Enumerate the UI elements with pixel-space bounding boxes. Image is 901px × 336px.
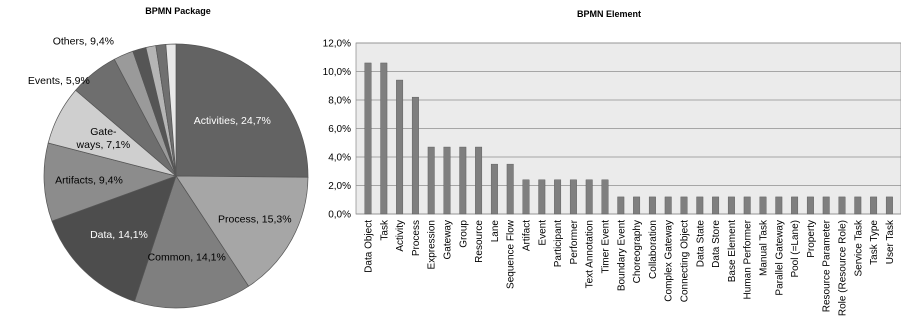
bar-expression — [427, 146, 435, 215]
bar-text-annotation — [585, 179, 593, 215]
x-tick-label-text-annotation: Text Annotation — [585, 220, 596, 288]
pie-slice-process — [175, 175, 309, 287]
x-tick-label-resource-parameter: Resource Parameter — [822, 219, 833, 312]
pie-label-gateways: Gate-ways, 7,1% — [76, 126, 131, 151]
bar-human-performer — [743, 196, 751, 215]
x-tick-label-event: Event — [537, 220, 548, 246]
bar-collaboration — [648, 196, 656, 215]
bar-user-task — [885, 196, 893, 215]
pie-slice-common — [134, 175, 250, 309]
bar-timer-event — [601, 179, 609, 215]
y-tick-label: 8,0% — [328, 96, 351, 107]
bar-data-state — [696, 196, 704, 215]
bar-plot-area — [355, 42, 901, 215]
pie-slice-minor — [165, 43, 177, 177]
bar-artifact — [522, 179, 530, 215]
bar-base-element — [727, 196, 735, 215]
x-tick-label-lane: Lane — [490, 220, 501, 243]
x-tick-label-data-object: Data Object — [364, 220, 375, 273]
x-tick-label-connecting-object: Connecting Object — [680, 220, 691, 302]
bar-event — [538, 179, 546, 215]
x-tick-label-expression: Expression — [427, 220, 438, 269]
bar-property — [806, 196, 814, 215]
bar-resource — [475, 146, 483, 215]
x-tick-label-role-resource-role: Role (Resource Role) — [838, 220, 849, 316]
x-tick-label-collaboration: Collaboration — [648, 220, 659, 279]
x-tick-label-complex-gateway: Complex Gateway — [664, 220, 675, 302]
x-tick-label-process: Process — [411, 220, 422, 256]
x-tick-label-manual-task: Manual Task — [759, 219, 770, 276]
bar-service-task — [854, 196, 862, 215]
x-tick-label-choreography: Choreography — [632, 220, 643, 283]
bar-manual-task — [759, 196, 767, 215]
x-tick-label-property: Property — [806, 220, 817, 258]
bar-role-resource-role — [838, 196, 846, 215]
pie-label-common: Common, 14,1% — [148, 252, 226, 264]
x-tick-label-pool-lane: Pool (=Lane) — [790, 220, 801, 278]
x-tick-label-parallel-gateway: Parallel Gateway — [774, 220, 785, 296]
bar-pool-lane — [791, 196, 799, 215]
x-tick-label-timer-event: Timer Event — [601, 220, 612, 274]
pie-label-artifacts: Artifacts, 9,4% — [55, 175, 123, 187]
x-tick-label-participant: Participant — [553, 220, 564, 267]
bar-connecting-object — [680, 196, 688, 215]
bar-participant — [554, 179, 562, 215]
x-tick-label-sequence-flow: Sequence Flow — [506, 219, 517, 289]
x-tick-label-resource: Resource — [474, 220, 485, 263]
pie-chart-title: BPMN Package — [145, 6, 211, 16]
bar-activity — [396, 79, 404, 215]
x-tick-label-activity: Activity — [395, 220, 406, 252]
y-tick-label: 0,0% — [328, 210, 351, 221]
x-tick-label-performer: Performer — [569, 219, 580, 264]
bar-parallel-gateway — [775, 196, 783, 215]
pie-label-activities: Activities, 24,7% — [194, 115, 271, 127]
x-tick-label-data-state: Data State — [695, 220, 706, 268]
bar-group — [459, 146, 467, 215]
x-tick-label-boundary-event: Boundary Event — [616, 220, 627, 291]
bar-data-object — [364, 62, 372, 215]
y-tick-label: 2,0% — [328, 181, 351, 192]
x-tick-label-artifact: Artifact — [522, 220, 533, 251]
bar-performer — [569, 179, 577, 215]
pie-slice-activities — [175, 43, 309, 178]
y-tick-label: 4,0% — [328, 153, 351, 164]
x-tick-label-human-performer: Human Performer — [743, 219, 754, 299]
x-tick-label-gateway: Gateway — [443, 220, 454, 259]
pie-slice-artifacts — [43, 142, 178, 222]
pie-label-data: Data, 14,1% — [90, 229, 148, 241]
bar-task — [380, 62, 388, 215]
x-tick-label-group: Group — [458, 220, 469, 248]
x-tick-label-task-type: Task Type — [869, 220, 880, 265]
bar-gateway — [443, 146, 451, 215]
bar-resource-parameter — [822, 196, 830, 215]
x-tick-label-base-element: Base Element — [727, 220, 738, 282]
y-tick-label: 6,0% — [328, 124, 351, 135]
bar-data-store — [712, 196, 720, 215]
bar-boundary-event — [617, 196, 625, 215]
pie-chart: BPMN Package Activities, 24,7% Process, 1… — [28, 6, 309, 309]
bar-lane — [490, 163, 498, 215]
pie-slice-data — [51, 175, 177, 302]
bar-sequence-flow — [506, 163, 514, 215]
pie-label-process: Process, 15,3% — [218, 214, 292, 226]
x-tick-label-user-task: User Task — [885, 219, 896, 264]
bar-choreography — [633, 196, 641, 215]
x-tick-label-service-task: Service Task — [853, 219, 864, 277]
pie-label-events: Events, 5,9% — [28, 75, 90, 87]
pie-label-others: Others, 9,4% — [53, 36, 114, 48]
x-tick-label-data-store: Data Store — [711, 220, 722, 268]
bar-chart-title: BPMN Element — [577, 9, 641, 19]
x-tick-label-task: Task — [379, 219, 390, 241]
bar-complex-gateway — [664, 196, 672, 215]
bar-process — [411, 96, 419, 215]
bar-task-type — [870, 196, 878, 215]
